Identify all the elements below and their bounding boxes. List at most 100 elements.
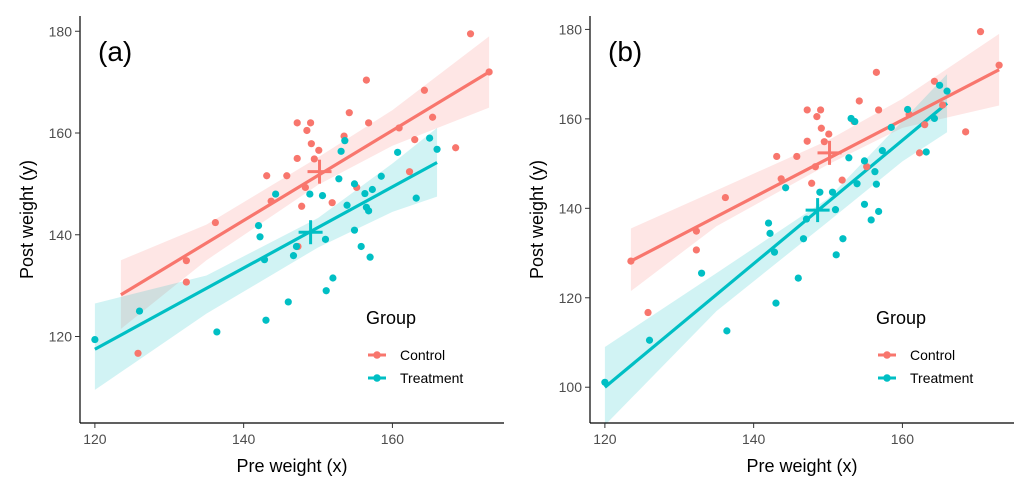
- point-treatment: [91, 335, 99, 344]
- point-control: [813, 113, 821, 121]
- point-control: [182, 257, 190, 265]
- point-treatment: [936, 81, 944, 89]
- point-control: [405, 168, 414, 176]
- point-control: [328, 199, 336, 207]
- point-control: [283, 172, 291, 180]
- point-control: [301, 183, 309, 192]
- y-tick-label: 140: [49, 227, 73, 243]
- point-treatment: [697, 269, 706, 277]
- x-tick-label: 120: [593, 431, 617, 447]
- y-axis-title: Post weight (y): [527, 160, 547, 279]
- point-treatment: [350, 180, 359, 188]
- point-control: [803, 106, 811, 114]
- point-control: [307, 140, 315, 148]
- legend-key-point-control: [883, 351, 891, 359]
- point-treatment: [832, 251, 840, 259]
- point-treatment: [860, 200, 869, 208]
- point-control: [303, 126, 311, 135]
- mean-markers: [298, 159, 332, 245]
- point-treatment: [867, 216, 875, 224]
- point-treatment: [816, 188, 824, 196]
- point-treatment: [930, 114, 939, 123]
- point-control: [466, 30, 475, 38]
- panel-label: (b): [608, 36, 642, 67]
- point-treatment: [831, 206, 840, 214]
- point-control: [995, 61, 1003, 69]
- point-control: [411, 136, 419, 144]
- point-treatment: [828, 188, 837, 196]
- y-axis-title: Post weight (y): [17, 160, 37, 279]
- point-treatment: [601, 378, 609, 386]
- point-control: [793, 152, 801, 161]
- legend-title: Group: [366, 308, 416, 328]
- legend-key-point-treatment: [883, 374, 891, 382]
- point-treatment: [306, 190, 314, 198]
- point-treatment: [357, 242, 365, 251]
- x-tick-label: 140: [742, 431, 766, 447]
- x-axis-title: Pre weight (x): [236, 456, 347, 476]
- point-control: [803, 137, 811, 145]
- panel-a: (a) Pre weight (x) Post weight (y) Group…: [17, 16, 504, 476]
- point-treatment: [770, 248, 779, 256]
- point-treatment: [361, 189, 369, 198]
- point-control: [808, 179, 816, 187]
- point-control: [211, 218, 219, 227]
- point-treatment: [772, 299, 780, 307]
- point-treatment: [875, 207, 883, 216]
- legend-entry-treatment: Treatment: [910, 370, 973, 386]
- point-control: [692, 227, 700, 235]
- point-control: [310, 155, 318, 163]
- point-treatment: [412, 194, 420, 202]
- point-treatment: [878, 147, 886, 155]
- point-treatment: [723, 327, 731, 335]
- legend: Group Control Treatment: [366, 308, 463, 386]
- point-control: [875, 106, 883, 114]
- point-control: [267, 197, 275, 205]
- fit-line-treatment: [94, 161, 438, 351]
- point-control: [627, 257, 635, 265]
- legend: Group Control Treatment: [876, 308, 973, 386]
- point-control: [825, 130, 833, 138]
- point-treatment: [860, 157, 869, 165]
- point-control: [976, 28, 985, 36]
- point-control: [938, 101, 947, 109]
- point-control: [863, 163, 871, 171]
- point-control: [420, 86, 429, 94]
- y-tick-label: 160: [559, 111, 583, 127]
- legend-key-point-treatment: [373, 374, 381, 382]
- point-control: [428, 113, 437, 121]
- point-control: [855, 97, 863, 105]
- x-tick-label: 160: [891, 431, 915, 447]
- point-treatment: [799, 235, 808, 243]
- point-treatment: [292, 242, 301, 251]
- panel-label: (a): [98, 36, 132, 67]
- points: [91, 30, 493, 357]
- point-control: [365, 119, 373, 127]
- point-treatment: [433, 145, 441, 153]
- point-control: [811, 163, 819, 171]
- point-treatment: [766, 229, 774, 237]
- fit-line-control: [120, 70, 490, 297]
- point-treatment: [368, 185, 376, 194]
- point-treatment: [343, 201, 351, 209]
- point-control: [134, 349, 142, 357]
- point-treatment: [887, 123, 895, 131]
- y-tick-label: 120: [49, 329, 73, 345]
- x-axis-title: Pre weight (x): [746, 456, 857, 476]
- point-control: [182, 278, 190, 286]
- point-treatment: [377, 172, 385, 180]
- point-treatment: [337, 147, 345, 155]
- legend-key-point-control: [373, 351, 381, 359]
- point-control: [293, 154, 301, 163]
- point-treatment: [922, 148, 930, 156]
- point-control: [721, 193, 729, 202]
- point-control: [817, 124, 825, 132]
- point-control: [962, 128, 970, 136]
- point-treatment: [329, 274, 337, 282]
- ci-bands: [94, 36, 490, 390]
- point-treatment: [853, 180, 861, 188]
- point-treatment: [764, 219, 773, 227]
- point-control: [263, 172, 271, 180]
- y-tick-label: 180: [49, 23, 73, 39]
- point-treatment: [645, 336, 654, 344]
